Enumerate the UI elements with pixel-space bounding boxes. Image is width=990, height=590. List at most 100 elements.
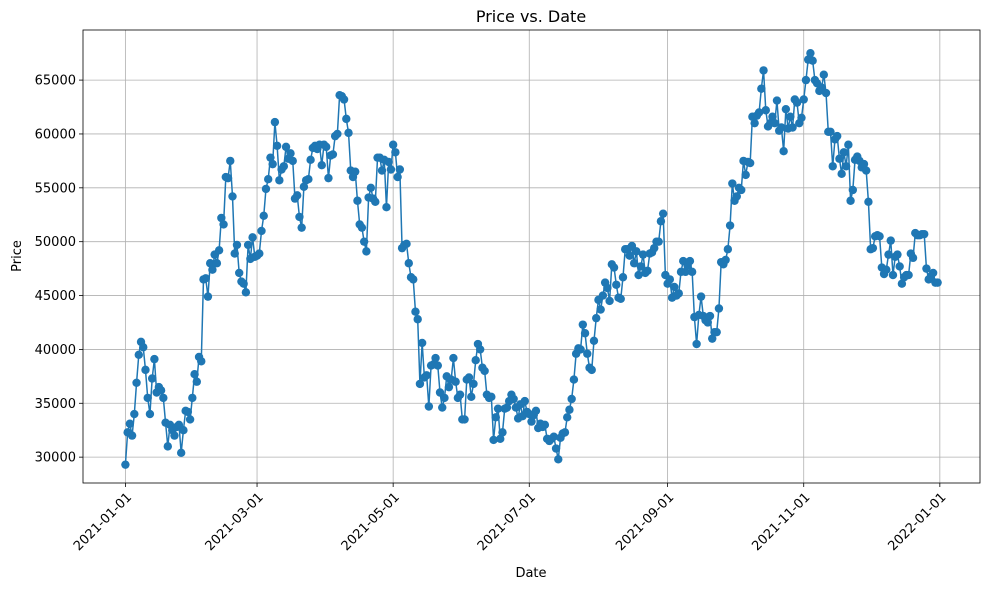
price-point [217,213,226,223]
price-point [616,294,625,303]
price-point [444,382,454,392]
price-point [723,245,733,254]
x-axis-label: Date [515,566,546,581]
price-point [493,404,503,413]
price-point [779,146,788,156]
price-point [692,339,701,349]
price-point [509,394,518,404]
price-point [605,296,614,306]
price-point [832,131,842,141]
price-point [170,431,179,440]
price-point [665,275,675,284]
price-point [554,455,563,464]
price-point [228,192,237,201]
price-point [259,211,268,221]
price-point [179,426,188,435]
price-point [270,117,280,127]
price-point [750,118,759,128]
price-point [732,192,741,201]
price-point [188,393,197,403]
price-point [770,118,779,128]
price-point [685,256,695,266]
y-tick-label: 35000 [35,397,76,412]
chart-title: Price vs. Date [476,7,586,26]
price-point [835,154,844,163]
price-point [449,353,458,363]
price-point [264,175,273,184]
price-point [629,259,639,268]
price-point [223,173,233,183]
price-point [496,434,505,444]
price-point [464,373,474,382]
price-point [714,304,724,313]
y-tick-label: 40000 [35,343,76,358]
price-point [859,159,869,169]
price-point [808,56,817,65]
price-point [353,196,362,205]
price-point [359,237,369,246]
price-point [527,417,536,426]
price-point [351,167,360,176]
price-point [603,283,612,293]
price-point [868,243,878,253]
price-point [156,386,166,395]
y-tick-label: 55000 [35,181,76,196]
price-point [377,166,387,175]
price-point [440,393,449,403]
price-point [583,349,592,358]
price-point [415,379,425,389]
price-point [362,247,371,256]
price-point [618,273,628,282]
price-point [190,369,199,379]
price-point [563,413,572,422]
price-point [846,196,855,205]
price-point [413,315,422,324]
price-point [279,162,289,171]
price-point [203,292,213,301]
price-point [908,253,918,263]
price-point [417,338,427,348]
price-point [799,95,808,104]
price-point [243,240,253,250]
price-point [708,334,717,343]
price-point [821,88,831,98]
x-tick-label: 2021-09-01 [613,490,677,554]
price-point [344,128,353,138]
price-point [150,354,159,364]
price-point [333,129,342,139]
price-point [569,375,579,384]
price-point [424,402,434,411]
plot-frame [82,29,981,484]
y-tick-label: 60000 [35,127,76,142]
price-point [139,343,148,352]
price-point [658,209,668,218]
price-point [295,212,304,222]
price-point [636,262,646,271]
price-point [306,155,315,165]
price-point [895,262,904,271]
price-point [183,407,193,417]
price-point [634,270,643,280]
price-point [132,378,141,388]
price-point [145,409,155,419]
price-point [922,264,931,273]
price-point [826,127,835,137]
price-point [342,114,351,124]
price-point [185,415,195,424]
price-point [328,150,338,159]
price-point [268,159,277,169]
price-point [257,226,266,236]
price-point [759,66,768,75]
price-point [839,148,849,157]
price-point [480,366,489,376]
price-point [745,158,755,168]
price-point [388,140,398,149]
price-point [239,279,248,288]
price-point [884,250,893,259]
price-point [438,403,447,412]
price-point [788,123,797,132]
y-tick-label: 45000 [35,289,76,304]
price-point [777,123,786,132]
price-point [897,279,907,288]
price-point [819,70,829,79]
